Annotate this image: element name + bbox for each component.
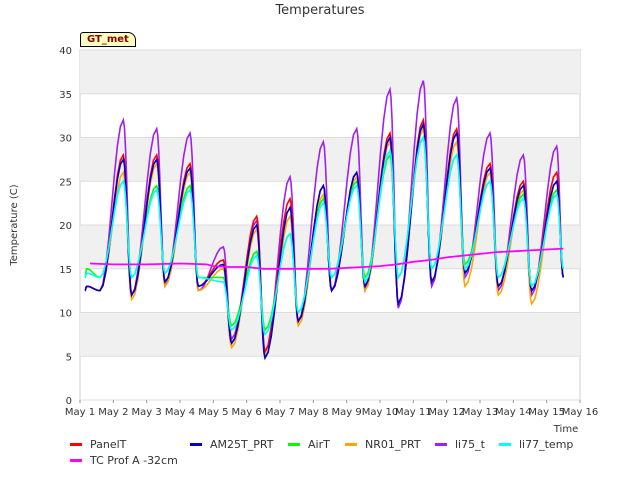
legend-item-tc-prof-a: TC Prof A -32cm [70, 454, 178, 467]
legend-item-nr01-prt: NR01_PRT [345, 438, 421, 451]
x-axis-ticks: May 1 May 2 May 3 May 4 May 5 May 6 May 7 May 8… [65, 400, 598, 418]
x-tick-label: May 5 [198, 407, 228, 418]
legend-swatch [345, 443, 357, 446]
legend-label: TC Prof A -32cm [90, 454, 178, 467]
chart-title: Temperatures [274, 3, 364, 18]
legend-item-am25t-prt: AM25T_PRT [190, 438, 273, 451]
legend-item-li75-t: li75_t [435, 438, 485, 451]
legend-swatch [288, 443, 300, 446]
legend-label: NR01_PRT [365, 438, 421, 451]
y-tick-label: 10 [59, 309, 72, 320]
y-tick-label: 35 [59, 90, 72, 101]
grid-band [80, 50, 580, 94]
series-lines [84, 80, 565, 361]
x-tick-label: May 13 [462, 407, 499, 418]
legend: PanelT AM25T_PRT AirT NR01_PRT li75_t li… [0, 436, 640, 476]
x-tick-label: May 2 [98, 407, 128, 418]
y-tick-label: 20 [59, 221, 72, 232]
y-tick-label: 0 [66, 396, 72, 407]
y-tick-label: 15 [59, 265, 72, 276]
x-tick-label: May 11 [395, 407, 432, 418]
x-tick-label: May 16 [562, 407, 599, 418]
x-tick-label: May 10 [362, 407, 399, 418]
series-line-li77-temp [84, 135, 565, 337]
legend-label: AM25T_PRT [210, 438, 274, 451]
x-tick-label: May 3 [132, 407, 162, 418]
legend-item-li77-temp: li77_temp [499, 438, 573, 451]
y-tick-label: 40 [59, 46, 72, 57]
series-line-am25t-prt [84, 121, 565, 361]
x-axis-label: Time [553, 424, 578, 435]
series-line-tc-prof-a [89, 247, 564, 270]
legend-label: AirT [308, 438, 330, 451]
legend-label: li77_temp [519, 438, 574, 451]
legend-item-panelt: PanelT [70, 438, 126, 451]
y-axis-label: Temperature (C) [9, 184, 20, 266]
legend-swatch [70, 459, 82, 462]
legend-item-airt: AirT [288, 438, 330, 451]
x-tick-label: May 6 [232, 407, 262, 418]
station-badge: GT_met [80, 32, 136, 47]
y-tick-label: 5 [66, 352, 72, 363]
y-axis-ticks: 0 5 10 15 20 25 30 35 40 [59, 46, 72, 407]
grid-band [80, 137, 580, 182]
legend-swatch [435, 443, 447, 446]
x-tick-label: May 4 [165, 407, 195, 418]
series-line-li75-t [84, 80, 565, 355]
x-tick-label: May 14 [495, 407, 532, 418]
legend-swatch [70, 443, 82, 446]
x-tick-label: May 8 [298, 407, 328, 418]
grid-band [80, 312, 580, 357]
legend-swatch [499, 443, 511, 446]
x-tick-label: May 9 [332, 407, 362, 418]
legend-swatch [190, 443, 202, 446]
temperature-chart: Temperatures 0 5 10 15 20 25 30 35 40 May 1 May 2… [9, 3, 598, 435]
x-tick-label: May 7 [265, 407, 295, 418]
y-tick-label: 30 [59, 134, 72, 145]
legend-label: PanelT [90, 438, 127, 451]
x-tick-label: May 15 [528, 407, 565, 418]
y-tick-label: 25 [59, 177, 72, 188]
series-line-nr01-prt [84, 126, 565, 359]
legend-label: li75_t [455, 438, 485, 451]
x-tick-label: May 12 [428, 407, 465, 418]
x-tick-label: May 1 [65, 407, 95, 418]
